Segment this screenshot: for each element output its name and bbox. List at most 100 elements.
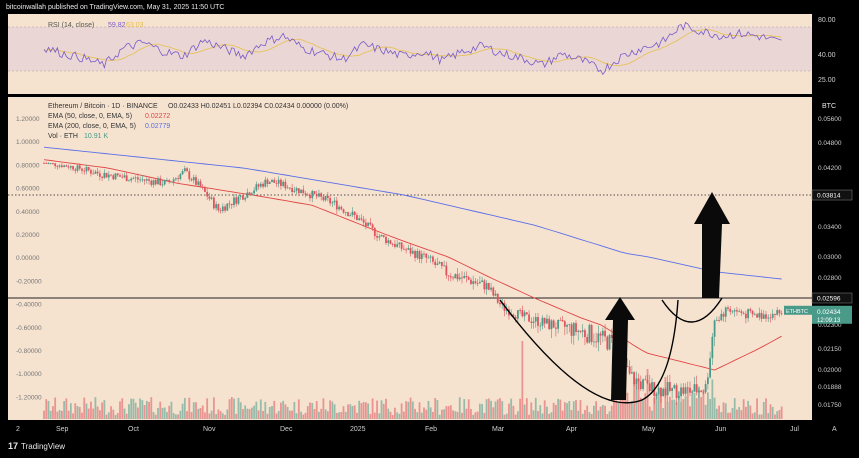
volume-bar bbox=[467, 399, 470, 419]
volume-bar bbox=[492, 407, 495, 419]
candle-body bbox=[246, 192, 249, 198]
volume-bar bbox=[626, 392, 629, 419]
candle-body bbox=[125, 175, 128, 182]
volume-bar bbox=[376, 400, 378, 419]
candle-body bbox=[56, 166, 59, 167]
volume-bar bbox=[112, 409, 115, 419]
volume-bar bbox=[463, 399, 466, 419]
volume-bar bbox=[541, 413, 544, 419]
volume-bar bbox=[644, 393, 647, 419]
volume-bar bbox=[78, 407, 81, 419]
volume-bar bbox=[765, 398, 767, 419]
volume-bar bbox=[128, 404, 130, 419]
candle-body bbox=[60, 165, 63, 167]
candle-body bbox=[264, 179, 267, 187]
volume-bar bbox=[684, 396, 687, 419]
volume-bar bbox=[642, 400, 644, 419]
volume-bar bbox=[548, 413, 551, 419]
ema-layer bbox=[43, 146, 782, 371]
volume-bar bbox=[148, 402, 150, 419]
volume-bar bbox=[389, 411, 392, 419]
candle-body bbox=[295, 188, 298, 191]
candle-body bbox=[347, 212, 349, 217]
volume-bar bbox=[568, 401, 571, 419]
legend-ema50: EMA (50, close, 0, EMA, 5) bbox=[48, 113, 132, 120]
volume-bar bbox=[405, 401, 408, 419]
tradingview-logo[interactable]: 17 TradingView bbox=[8, 441, 65, 451]
candle-body bbox=[94, 171, 97, 174]
candle-body bbox=[54, 163, 57, 167]
volume-bar bbox=[472, 414, 475, 419]
volume-bar bbox=[96, 406, 99, 419]
volume-bar bbox=[291, 410, 294, 419]
volume-bar bbox=[255, 401, 258, 419]
cup-curve-annotation bbox=[499, 299, 679, 404]
volume-bar bbox=[168, 405, 171, 419]
volume-bar bbox=[496, 399, 499, 419]
candle-body bbox=[284, 181, 287, 189]
candle-body bbox=[293, 190, 296, 192]
candle-body bbox=[691, 391, 694, 393]
volume-bar bbox=[219, 411, 222, 419]
volume-bar bbox=[606, 414, 609, 419]
volume-bar bbox=[58, 409, 61, 419]
volume-bar bbox=[747, 400, 750, 419]
volume-bar bbox=[150, 397, 153, 419]
volume-bar bbox=[369, 413, 372, 419]
volume-bar bbox=[637, 380, 640, 419]
candle-body bbox=[103, 172, 106, 178]
volume-bar bbox=[771, 406, 774, 419]
volume-bar bbox=[595, 401, 598, 419]
volume-bar bbox=[197, 408, 200, 419]
candle-body bbox=[420, 253, 423, 260]
volume-bar bbox=[416, 412, 419, 419]
volume-bar bbox=[436, 400, 439, 419]
volume-bar bbox=[774, 414, 776, 419]
volume-bar bbox=[313, 409, 316, 419]
candle-body bbox=[438, 262, 441, 264]
candle-body bbox=[391, 243, 394, 245]
volume-bar bbox=[776, 411, 779, 419]
candle-body bbox=[760, 312, 763, 319]
up-arrow-left-annotation bbox=[605, 297, 635, 400]
volume-bar bbox=[581, 413, 584, 419]
volume-bar bbox=[597, 410, 600, 419]
volume-bar bbox=[74, 403, 77, 419]
candle-body bbox=[561, 320, 564, 322]
candle-body bbox=[434, 261, 437, 266]
volume-bar bbox=[143, 405, 146, 419]
volume-bar bbox=[329, 400, 332, 419]
volume-bar bbox=[483, 412, 486, 419]
left-axis-label: 1.20000 bbox=[16, 116, 40, 123]
candle-body bbox=[512, 314, 515, 317]
volume-bar bbox=[364, 402, 367, 419]
candle-body bbox=[411, 250, 414, 254]
volume-bar bbox=[588, 412, 591, 419]
volume-bar bbox=[166, 412, 168, 419]
legend-ema50-value: 0.02272 bbox=[145, 113, 170, 120]
volume-bar bbox=[204, 412, 206, 419]
candle-body bbox=[575, 323, 577, 332]
candle-body bbox=[367, 222, 370, 227]
candle-body bbox=[320, 193, 323, 197]
candle-body bbox=[494, 293, 497, 296]
volume-bar bbox=[212, 397, 215, 419]
candle-body bbox=[157, 178, 159, 185]
candle-body bbox=[90, 170, 92, 174]
volume-bar bbox=[601, 404, 604, 419]
volume-bar bbox=[217, 409, 220, 419]
volume-bar bbox=[454, 411, 457, 419]
candle-body bbox=[668, 382, 671, 391]
candle-body bbox=[704, 384, 707, 393]
volume-bar bbox=[210, 410, 213, 419]
candle-body bbox=[107, 174, 110, 178]
volume-bar bbox=[186, 411, 188, 419]
volume-bar bbox=[494, 401, 497, 419]
volume-bar bbox=[409, 397, 412, 419]
candle-body bbox=[447, 275, 450, 277]
volume-bar bbox=[237, 397, 240, 419]
candle-body bbox=[557, 319, 560, 329]
right-axis-label: 0.02150 bbox=[818, 346, 842, 353]
volume-bar bbox=[340, 412, 343, 419]
volume-bar bbox=[306, 406, 309, 419]
